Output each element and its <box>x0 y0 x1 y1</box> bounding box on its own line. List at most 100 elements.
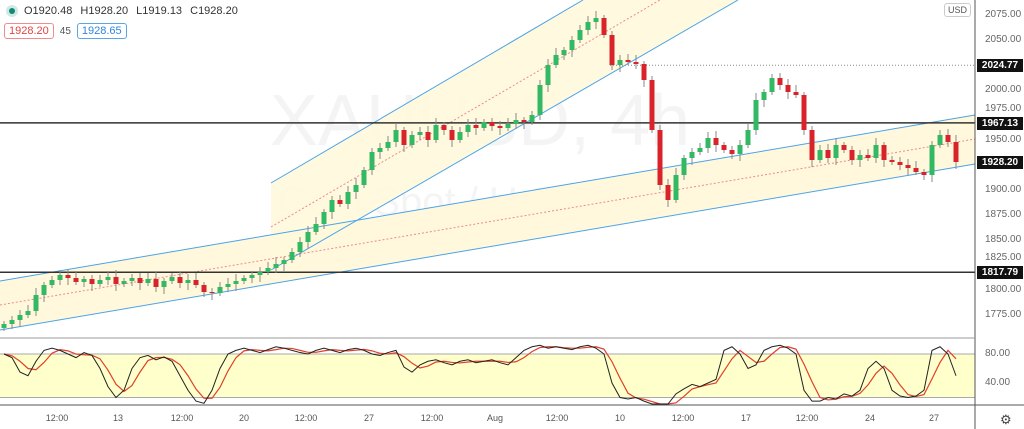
candle-body <box>721 145 727 150</box>
candle-body <box>921 172 927 175</box>
high-value: H1928.20 <box>80 5 129 17</box>
candle-body <box>57 275 63 280</box>
candle-body <box>801 95 807 130</box>
candle-body <box>577 30 583 40</box>
buy-button[interactable]: 1928.65 <box>76 23 127 39</box>
candle-body <box>281 260 287 264</box>
candle-body <box>601 18 607 35</box>
time-tick-label: 12:00 <box>795 413 819 423</box>
candle-body <box>785 85 791 92</box>
candle-body <box>1 324 7 328</box>
candle-body <box>609 35 615 65</box>
candle-body <box>161 281 167 287</box>
price-tick-label: 1950.00 <box>985 134 1022 145</box>
candle-body <box>345 192 351 204</box>
candle-body <box>825 150 831 158</box>
oscillator-tick-label: 80.00 <box>985 348 1011 359</box>
steep-channel-upper-line <box>270 0 584 184</box>
candle-body <box>761 92 767 100</box>
candle-body <box>849 150 855 160</box>
candle-body <box>649 80 655 130</box>
candle-body <box>153 279 159 287</box>
candle-body <box>681 158 687 175</box>
stochastic-oscillator <box>0 344 975 405</box>
stoch-k-line <box>3 344 957 405</box>
currency-button[interactable]: USD <box>944 3 972 17</box>
time-tick-label: 24 <box>864 413 876 423</box>
spread-value: 45 <box>59 25 71 37</box>
candle-body <box>265 268 271 272</box>
candle-body <box>137 278 143 283</box>
candle-body <box>617 60 623 65</box>
wide-channel-lower-line <box>0 163 976 331</box>
price-tick-label: 1850.00 <box>985 234 1022 245</box>
price-tick-label: 2050.00 <box>985 34 1022 45</box>
time-tick-label: 27 <box>928 413 940 423</box>
candle-body <box>297 242 303 252</box>
candle-body <box>465 125 471 132</box>
candle-body <box>833 145 839 158</box>
oscillator-tick-label: 40.00 <box>985 377 1011 388</box>
candle-body <box>145 279 151 283</box>
price-tick-label: 2000.00 <box>985 84 1022 95</box>
candle-body <box>745 130 751 145</box>
steep-channel-median-line <box>270 0 661 228</box>
candle-body <box>553 55 559 65</box>
candle-body <box>697 148 703 152</box>
candle-body <box>209 292 215 293</box>
ohlc-legend: O1920.48 H1928.20 L1919.13 C1928.20 <box>6 5 243 17</box>
candles-group <box>1 11 959 331</box>
close-value: C1928.20 <box>190 5 238 17</box>
candle-body <box>185 280 191 283</box>
price-tick-label: 2075.00 <box>985 9 1022 20</box>
time-tick-label: Aug <box>486 413 504 423</box>
settings-gear-icon[interactable]: ⚙ <box>1000 412 1012 427</box>
candle-body <box>505 124 511 128</box>
candle-body <box>497 126 503 128</box>
price-level-label: 1967.13 <box>977 116 1023 130</box>
candle-body <box>425 132 431 140</box>
time-tick-label: 12:00 <box>294 413 318 423</box>
candle-body <box>841 145 847 150</box>
candle-body <box>33 295 39 311</box>
price-tick-label: 1975.00 <box>985 102 1022 114</box>
sell-button[interactable]: 1928.20 <box>4 23 54 39</box>
candle-body <box>633 62 639 64</box>
time-tick-label: 13 <box>112 413 124 423</box>
candle-body <box>657 130 663 185</box>
candle-body <box>473 125 479 128</box>
quote-panel: 1928.20 45 1928.65 <box>4 23 127 39</box>
candle-body <box>289 252 295 260</box>
candle-body <box>873 145 879 158</box>
candle-body <box>73 278 79 282</box>
candle-body <box>353 185 359 192</box>
candle-body <box>521 120 527 122</box>
candle-body <box>249 275 255 278</box>
candle-body <box>65 275 71 278</box>
time-tick-label: 12:00 <box>170 413 194 423</box>
price-tick-label: 1875.00 <box>985 209 1022 220</box>
candle-body <box>361 170 367 185</box>
candle-body <box>881 145 887 160</box>
candle-body <box>81 279 87 282</box>
candle-body <box>889 160 895 162</box>
candle-body <box>561 50 567 55</box>
candle-body <box>593 18 599 22</box>
candle-body <box>129 278 135 281</box>
candle-body <box>777 78 783 85</box>
candle-body <box>689 152 695 158</box>
candle-body <box>369 152 375 170</box>
candle-body <box>897 162 903 165</box>
candle-body <box>537 85 543 115</box>
candle-body <box>809 130 815 160</box>
candle-body <box>433 125 439 140</box>
candle-body <box>953 142 959 162</box>
candle-body <box>97 280 103 284</box>
candle-body <box>513 120 519 124</box>
candle-body <box>273 264 279 268</box>
candle-body <box>377 148 383 152</box>
time-tick-label: 12:00 <box>545 413 569 423</box>
candle-body <box>305 232 311 242</box>
price-level-label: 1817.79 <box>977 266 1023 280</box>
